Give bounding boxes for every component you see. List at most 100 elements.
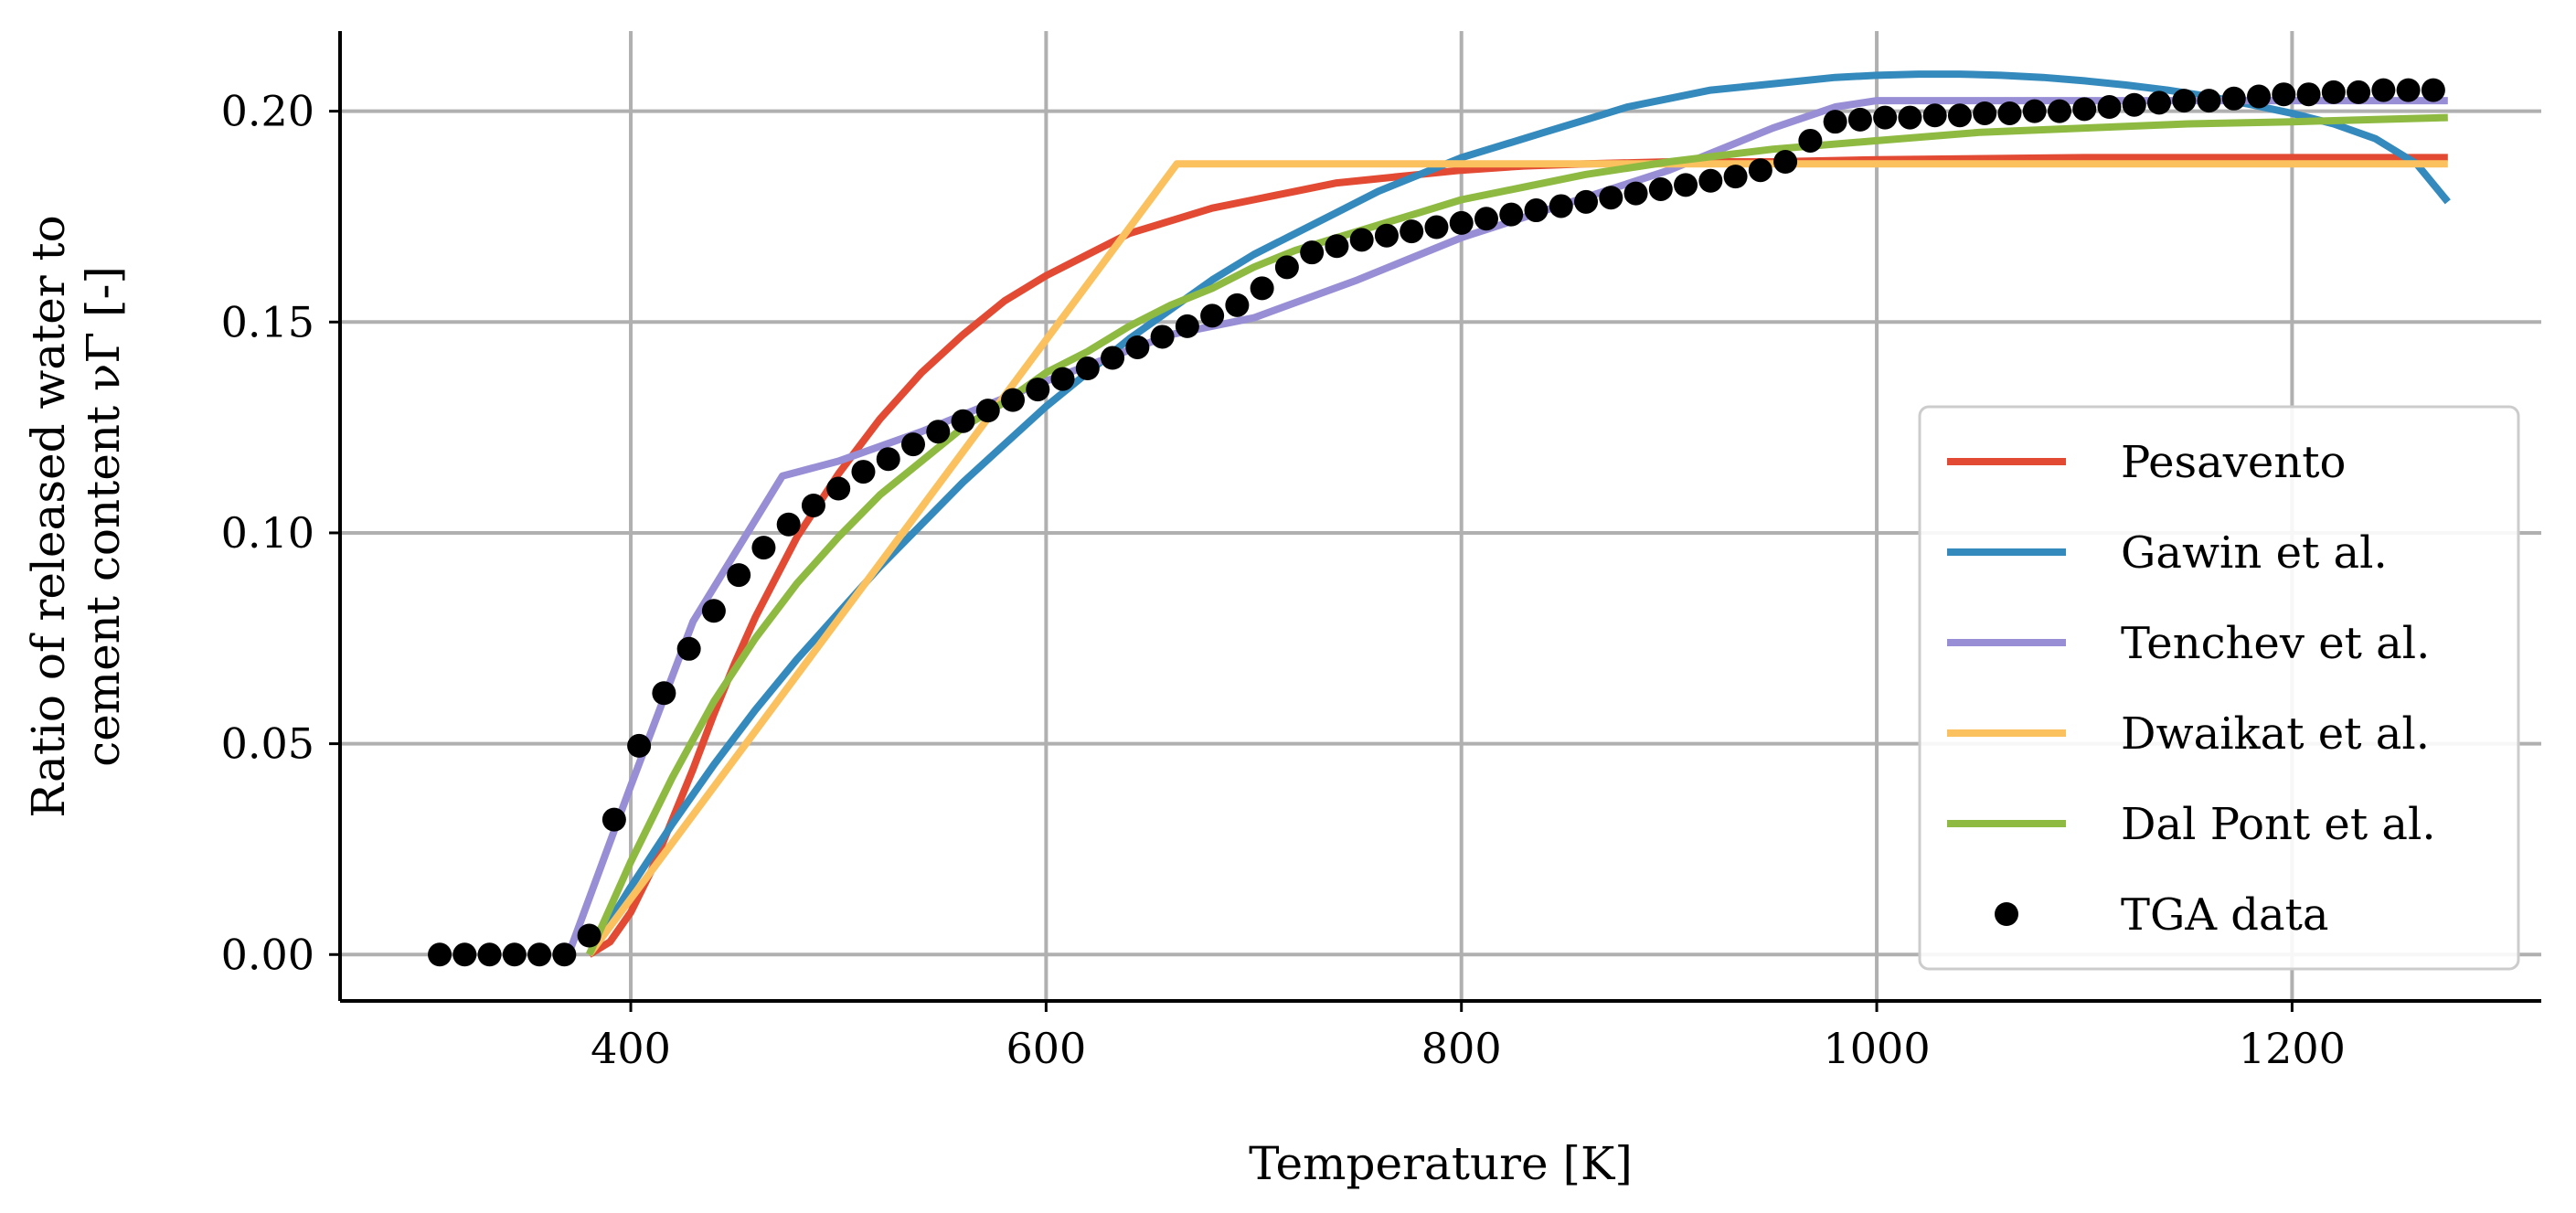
ticks: 400 600 800 1000 1200 0.00 0.05 0.10 0.15 0.20 — [221, 87, 2346, 1073]
tga-data-point — [1300, 240, 1325, 265]
legend: Pesavento Gawin et al. Tenchev et al. Dwaik… — [1918, 405, 2520, 971]
tga-data-point — [1698, 168, 1723, 193]
tga-data-point — [477, 942, 502, 967]
legend-marker-tga-data — [1995, 902, 2018, 926]
x-tick-label: 1000 — [1824, 1024, 1931, 1073]
legend-label-dwaikat-et-al: Dwaikat et al. — [2121, 708, 2430, 760]
tga-data-point — [1200, 303, 1225, 328]
tga-data-point — [1748, 158, 1772, 183]
tga-data-point — [1274, 255, 1299, 280]
tga-data-point — [1898, 105, 1922, 130]
tga-data-point — [428, 942, 452, 967]
tga-data-point — [2197, 89, 2221, 113]
tga-data-point — [1349, 228, 1374, 252]
tga-data-point — [1648, 176, 1673, 201]
series-tga-data — [428, 78, 2445, 967]
tga-data-point — [2347, 80, 2371, 104]
y-tick-label: 0.10 — [221, 508, 314, 558]
y-tick-label: 0.20 — [221, 87, 314, 136]
tga-data-point — [1050, 367, 1075, 391]
tga-data-point — [2047, 99, 2071, 123]
legend-label-tenchev-et-al: Tenchev et al. — [2121, 618, 2430, 669]
tga-data-point — [652, 681, 676, 706]
tga-data-point — [1449, 210, 1474, 235]
tga-data-point — [452, 942, 477, 967]
tga-data-point — [1075, 356, 1100, 381]
tga-data-point — [826, 476, 851, 501]
tga-data-point — [2097, 95, 2122, 120]
tga-data-point — [776, 512, 801, 537]
tga-data-point — [1424, 215, 1449, 239]
tga-data-point — [1499, 202, 1524, 227]
tga-data-point — [1374, 223, 1399, 248]
tga-data-point — [502, 942, 527, 967]
tga-data-point — [1873, 105, 1898, 130]
tga-data-point — [1847, 107, 1872, 132]
x-tick-label: 400 — [591, 1024, 671, 1073]
tga-data-point — [577, 923, 601, 948]
series-line-gawin-et-al — [586, 70, 2451, 957]
axes — [338, 31, 2541, 1003]
tga-data-point — [2421, 78, 2445, 102]
tga-data-point — [2221, 86, 2246, 111]
tga-data-point — [701, 599, 726, 623]
y-tick-label: 0.05 — [221, 719, 314, 769]
x-tick-label: 600 — [1006, 1024, 1086, 1073]
x-tick-label: 800 — [1421, 1024, 1502, 1073]
tga-data-point — [2296, 82, 2321, 107]
tga-data-point — [1474, 207, 1498, 231]
tga-data-point — [2321, 80, 2346, 104]
tga-data-point — [1773, 150, 1798, 175]
tga-data-point — [2396, 78, 2421, 102]
tga-data-point — [2122, 92, 2146, 117]
tga-data-point — [1922, 103, 1947, 128]
tga-data-point — [727, 563, 751, 588]
legend-label-pesavento: Pesavento — [2121, 437, 2346, 488]
tga-data-point — [1150, 325, 1175, 349]
tga-data-point — [951, 409, 975, 433]
tga-data-point — [2247, 84, 2272, 109]
tga-data-point — [926, 420, 951, 444]
x-axis-label: Temperature [K] — [1249, 1137, 1633, 1190]
legend-label-dal-pont-et-al: Dal Pont et al. — [2121, 799, 2436, 850]
tga-data-point — [1947, 103, 1972, 128]
tga-data-point — [751, 536, 776, 560]
tga-data-point — [1250, 276, 1274, 301]
tga-data-point — [627, 733, 652, 758]
tga-data-point — [1798, 128, 1823, 153]
tga-data-point — [975, 399, 1000, 423]
tga-data-point — [1524, 198, 1549, 223]
tga-data-point — [1101, 346, 1125, 370]
tga-data-point — [1997, 101, 2022, 125]
tga-data-point — [900, 432, 925, 457]
tga-data-point — [851, 460, 876, 484]
y-axis-label-line1: Ratio of released water to — [22, 215, 75, 818]
tga-data-point — [2147, 90, 2172, 115]
series-line-tenchev-et-al — [565, 97, 2448, 956]
tga-data-point — [1225, 293, 1250, 317]
tga-data-point — [527, 942, 552, 967]
y-tick-label: 0.00 — [221, 930, 314, 979]
tga-data-point — [1549, 194, 1573, 218]
tga-data-point — [2172, 89, 2197, 113]
tga-data-point — [1026, 378, 1050, 402]
tga-data-point — [1623, 181, 1648, 206]
tga-data-point — [2272, 82, 2296, 107]
tga-data-point — [1400, 219, 1424, 244]
tga-data-point — [1674, 173, 1698, 197]
legend-label-tga-data: TGA data — [2121, 889, 2329, 941]
tga-data-point — [876, 447, 900, 472]
tga-data-point — [2022, 99, 2047, 123]
tga-data-point — [552, 942, 577, 967]
legend-frame — [1918, 405, 2520, 971]
tga-data-point — [2072, 97, 2097, 122]
tga-data-point — [1574, 189, 1599, 214]
tga-data-point — [1175, 314, 1199, 338]
tga-data-point — [1973, 101, 1997, 125]
tga-data-point — [1001, 388, 1026, 412]
tga-data-point — [2371, 78, 2396, 102]
y-tick-label: 0.15 — [221, 297, 314, 346]
y-axis-label-line2: cement content νΓ [-] — [77, 266, 130, 767]
tga-data-point — [801, 493, 825, 517]
